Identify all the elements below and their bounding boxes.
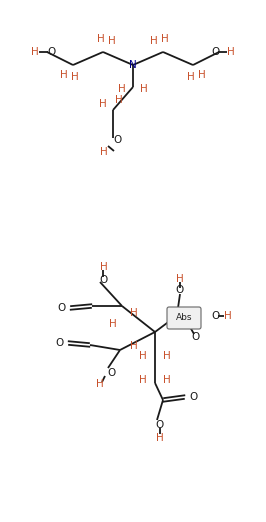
Text: H: H: [139, 375, 147, 385]
Text: H: H: [176, 274, 184, 284]
Text: O: O: [47, 47, 55, 57]
Text: Abs: Abs: [176, 314, 192, 323]
Text: O: O: [211, 311, 219, 321]
Text: H: H: [115, 95, 123, 105]
Text: O: O: [192, 332, 200, 342]
Text: H: H: [224, 311, 232, 321]
Text: H: H: [99, 99, 107, 109]
Text: H: H: [31, 47, 39, 57]
Text: O: O: [58, 303, 66, 313]
Text: H: H: [163, 351, 171, 361]
Text: H: H: [150, 36, 158, 46]
Text: H: H: [130, 308, 138, 318]
Text: H: H: [96, 379, 104, 389]
Text: H: H: [71, 72, 79, 82]
Text: H: H: [156, 433, 164, 443]
Text: O: O: [56, 338, 64, 348]
Text: H: H: [109, 319, 117, 329]
Text: H: H: [60, 70, 68, 80]
Text: O: O: [189, 392, 197, 402]
Text: H: H: [198, 70, 206, 80]
Text: H: H: [97, 34, 105, 44]
Text: H: H: [161, 34, 169, 44]
Text: H: H: [139, 351, 147, 361]
Text: O: O: [113, 135, 121, 145]
Text: N: N: [129, 60, 137, 70]
Text: H: H: [140, 84, 148, 94]
Text: O: O: [211, 47, 219, 57]
Text: O: O: [99, 275, 107, 285]
Text: O: O: [108, 368, 116, 378]
Text: O: O: [176, 285, 184, 295]
Text: H: H: [163, 375, 171, 385]
Text: H: H: [108, 36, 116, 46]
Text: H: H: [227, 47, 235, 57]
Text: H: H: [100, 262, 108, 272]
Text: H: H: [130, 341, 138, 351]
Text: H: H: [118, 84, 126, 94]
Text: H: H: [187, 72, 195, 82]
FancyBboxPatch shape: [167, 307, 201, 329]
Text: H: H: [100, 147, 108, 157]
Text: O: O: [156, 420, 164, 430]
